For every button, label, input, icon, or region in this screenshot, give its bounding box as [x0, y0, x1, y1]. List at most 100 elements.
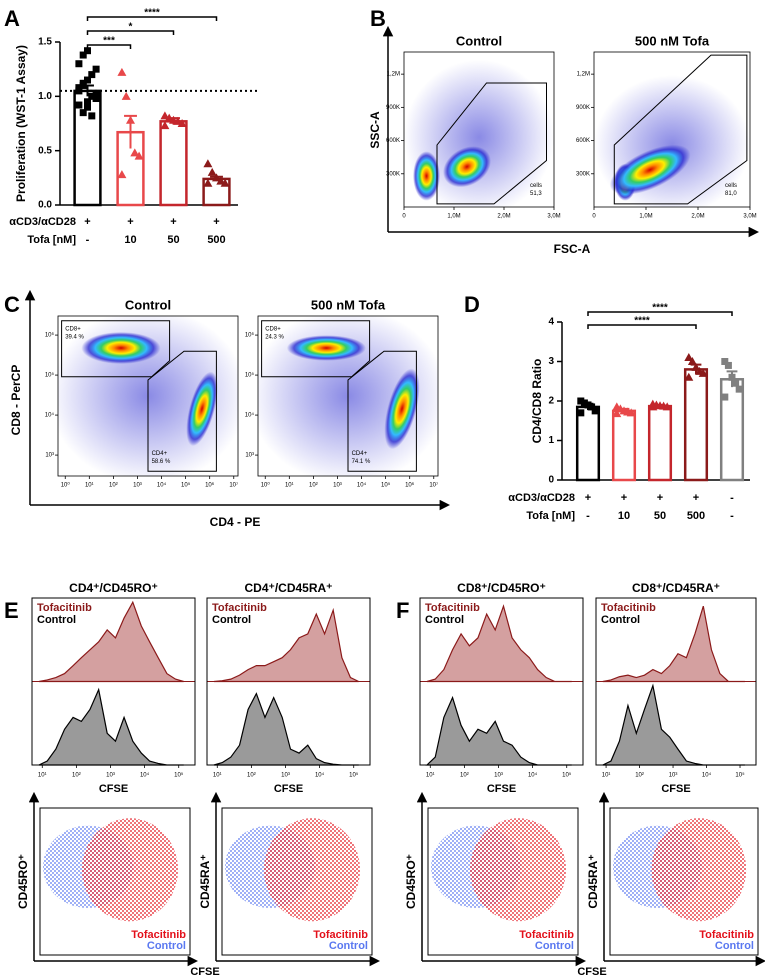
x-tick-label: 10²: [247, 773, 256, 779]
x-tick-label: 10¹: [602, 773, 611, 779]
y-tick-label: 10⁵: [245, 372, 255, 379]
x-tick-label: 10³: [494, 773, 503, 779]
legend-entry: Tofacitinib: [131, 929, 186, 941]
y-tick-label: 0.5: [38, 145, 52, 156]
x-tick-label: 10¹: [85, 483, 94, 489]
histogram-area: [38, 600, 184, 683]
data-point: [203, 159, 213, 168]
density-blob: [384, 368, 420, 450]
plot-frame: [57, 315, 239, 477]
plot-frame: [595, 597, 757, 766]
legend-entry: Tofacitinib: [699, 929, 754, 941]
gate: [147, 350, 217, 472]
significance-bracket: [86, 30, 175, 35]
data-point: [75, 60, 83, 68]
y-tick-label: 10⁵: [45, 372, 55, 379]
row-value: -: [730, 510, 734, 522]
y-tick-label: 1: [548, 435, 554, 446]
y-tick-label: 10⁴: [45, 412, 55, 419]
x-tick-label: 2,0M: [691, 214, 704, 220]
data-point: [88, 112, 96, 120]
y-tick-label: 600K: [386, 138, 400, 144]
x-tick-label: 10²: [72, 773, 81, 779]
bar: [575, 405, 601, 482]
data-point: [84, 47, 91, 55]
y-axis-label: SSC-A: [368, 111, 382, 149]
data-point: [687, 357, 697, 365]
x-tick-label: 0: [402, 214, 406, 220]
gate: [436, 82, 547, 205]
significance-label: ****: [652, 303, 668, 314]
histogram-area: [602, 683, 745, 766]
subplot-title: 500 nM Tofa: [635, 33, 710, 48]
y-tick-label: 10³: [45, 453, 54, 459]
y-tick-label: 10⁶: [245, 332, 255, 339]
bar: [611, 409, 637, 482]
y-tick-label: 4: [548, 317, 554, 328]
row-value: 50: [167, 234, 179, 246]
gate-name: CD8+: [65, 326, 81, 332]
x-tick-label: 10³: [133, 483, 142, 489]
subplot-title: Control: [125, 297, 171, 312]
plot-frame: [593, 51, 751, 208]
subplot-title: 500 nM Tofa: [311, 297, 386, 312]
significance-bracket: [587, 324, 697, 329]
data-point: [84, 76, 91, 84]
panel-label: E: [4, 598, 19, 623]
legend-entry: Control: [715, 940, 754, 952]
row-value: +: [693, 492, 699, 504]
row-value: 50: [654, 510, 666, 522]
y-tick-label: 10⁶: [45, 332, 55, 339]
data-point: [684, 353, 694, 362]
y-tick-label: 600K: [576, 138, 590, 144]
legend-entry: Control: [147, 940, 186, 952]
x-axis-label: CFSE: [274, 783, 303, 795]
bar: [683, 368, 709, 482]
histogram-area: [38, 687, 184, 766]
x-axis-label: CD4 - PE: [210, 515, 261, 529]
density-blob: [413, 151, 440, 201]
x-axis-label: FSC-A: [554, 242, 591, 256]
significance-label: *: [129, 22, 133, 33]
data-point: [177, 119, 187, 127]
x-tick-label: 10²: [309, 483, 318, 489]
data-point: [626, 408, 636, 417]
subplot-title: CD4⁺/CD45RA⁺: [244, 581, 332, 595]
density-blob: [443, 146, 491, 188]
gate-name: cells: [530, 183, 542, 189]
subplot-title: CD4⁺/CD45RO⁺: [69, 581, 158, 595]
gate-name: CD4+: [152, 451, 168, 457]
legend-entry: Control: [329, 940, 368, 952]
legend-entry: Tofacitinib: [425, 602, 480, 614]
data-point: [88, 92, 96, 100]
panel-label: B: [370, 6, 386, 31]
gate-name: cells: [725, 183, 737, 189]
scatter-cloud: [82, 818, 178, 922]
subplot-title: CD8⁺/CD45RO⁺: [457, 581, 546, 595]
gate-value: 81,0: [725, 191, 737, 197]
y-tick-label: 300K: [386, 171, 400, 177]
x-tick-label: 10³: [281, 773, 290, 779]
x-tick-label: 1,0M: [447, 214, 460, 220]
data-point: [79, 51, 87, 59]
significance-bracket: [86, 16, 218, 21]
significance-label: ****: [144, 8, 160, 19]
data-point: [130, 148, 140, 157]
data-point: [732, 379, 740, 387]
y-tick-label: 3: [548, 356, 554, 367]
gate-name: CD4+: [352, 451, 368, 457]
x-tick-label: 10⁶: [205, 482, 215, 489]
data-point: [735, 385, 743, 393]
y-tick-label: 300K: [576, 171, 590, 177]
gate: [261, 320, 371, 378]
y-tick-label: 0: [548, 475, 554, 486]
plot-frame: [39, 807, 191, 956]
x-tick-label: 3,0M: [743, 214, 756, 220]
data-point: [691, 362, 701, 371]
x-axis-label: CFSE: [577, 966, 606, 977]
data-point: [698, 368, 708, 377]
data-point: [212, 173, 221, 182]
row-value: +: [84, 216, 90, 228]
x-tick-label: 10⁵: [181, 482, 191, 489]
row-value: -: [86, 234, 90, 246]
